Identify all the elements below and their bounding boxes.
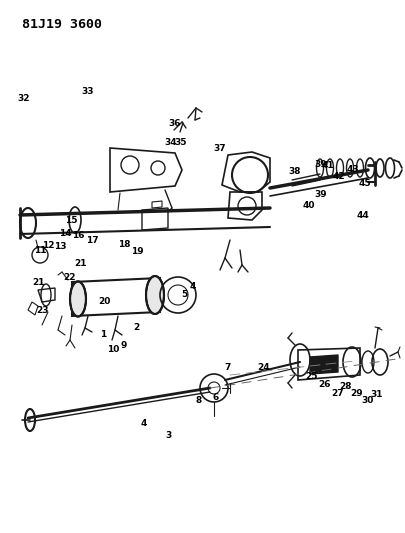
Text: 30: 30: [360, 397, 373, 405]
Text: 20: 20: [98, 297, 111, 305]
Text: 28: 28: [339, 383, 351, 391]
Text: 25: 25: [305, 372, 317, 381]
Text: 17: 17: [86, 237, 99, 245]
Text: 42: 42: [332, 173, 345, 181]
Text: 40: 40: [302, 201, 314, 209]
Text: 37: 37: [213, 144, 226, 152]
Text: 34: 34: [164, 139, 177, 147]
Polygon shape: [309, 355, 337, 374]
Text: 1: 1: [100, 330, 107, 339]
Text: 22: 22: [64, 273, 76, 281]
Text: 16: 16: [72, 231, 84, 240]
Text: 14: 14: [58, 229, 71, 238]
Text: 12: 12: [43, 241, 55, 249]
Text: 6: 6: [211, 393, 218, 401]
Text: 15: 15: [65, 216, 77, 225]
Text: 10: 10: [107, 345, 119, 353]
Text: 29: 29: [349, 389, 362, 398]
Text: 27: 27: [330, 389, 343, 398]
Text: 9: 9: [120, 341, 127, 350]
Text: 18: 18: [117, 240, 130, 248]
Text: 4: 4: [189, 282, 196, 291]
Text: 41: 41: [321, 161, 334, 169]
Text: 26: 26: [318, 381, 330, 389]
Text: 11: 11: [34, 246, 47, 255]
Text: 44: 44: [356, 212, 369, 220]
Text: 32: 32: [17, 94, 30, 103]
Text: 36: 36: [168, 119, 180, 128]
Text: 43: 43: [345, 165, 358, 174]
Ellipse shape: [70, 281, 86, 317]
Text: 2: 2: [132, 324, 139, 332]
Text: 3: 3: [165, 432, 171, 440]
Text: 81J19 3600: 81J19 3600: [22, 18, 102, 31]
Text: 21: 21: [74, 260, 86, 268]
Text: 39: 39: [313, 160, 326, 168]
Text: 38: 38: [288, 167, 300, 176]
Text: 19: 19: [130, 247, 143, 256]
Text: 4: 4: [141, 419, 147, 428]
Text: 24: 24: [256, 364, 269, 372]
Text: 5: 5: [181, 290, 188, 298]
Text: 8: 8: [194, 397, 201, 405]
Text: 21: 21: [32, 278, 45, 287]
Text: 35: 35: [174, 139, 186, 147]
Text: 39: 39: [313, 190, 326, 199]
Ellipse shape: [146, 276, 164, 314]
Text: 31: 31: [370, 390, 382, 399]
Text: 7: 7: [224, 364, 230, 372]
Text: 33: 33: [81, 87, 93, 96]
Text: 13: 13: [54, 242, 66, 251]
Text: 45: 45: [357, 180, 370, 188]
Text: 23: 23: [36, 306, 49, 314]
